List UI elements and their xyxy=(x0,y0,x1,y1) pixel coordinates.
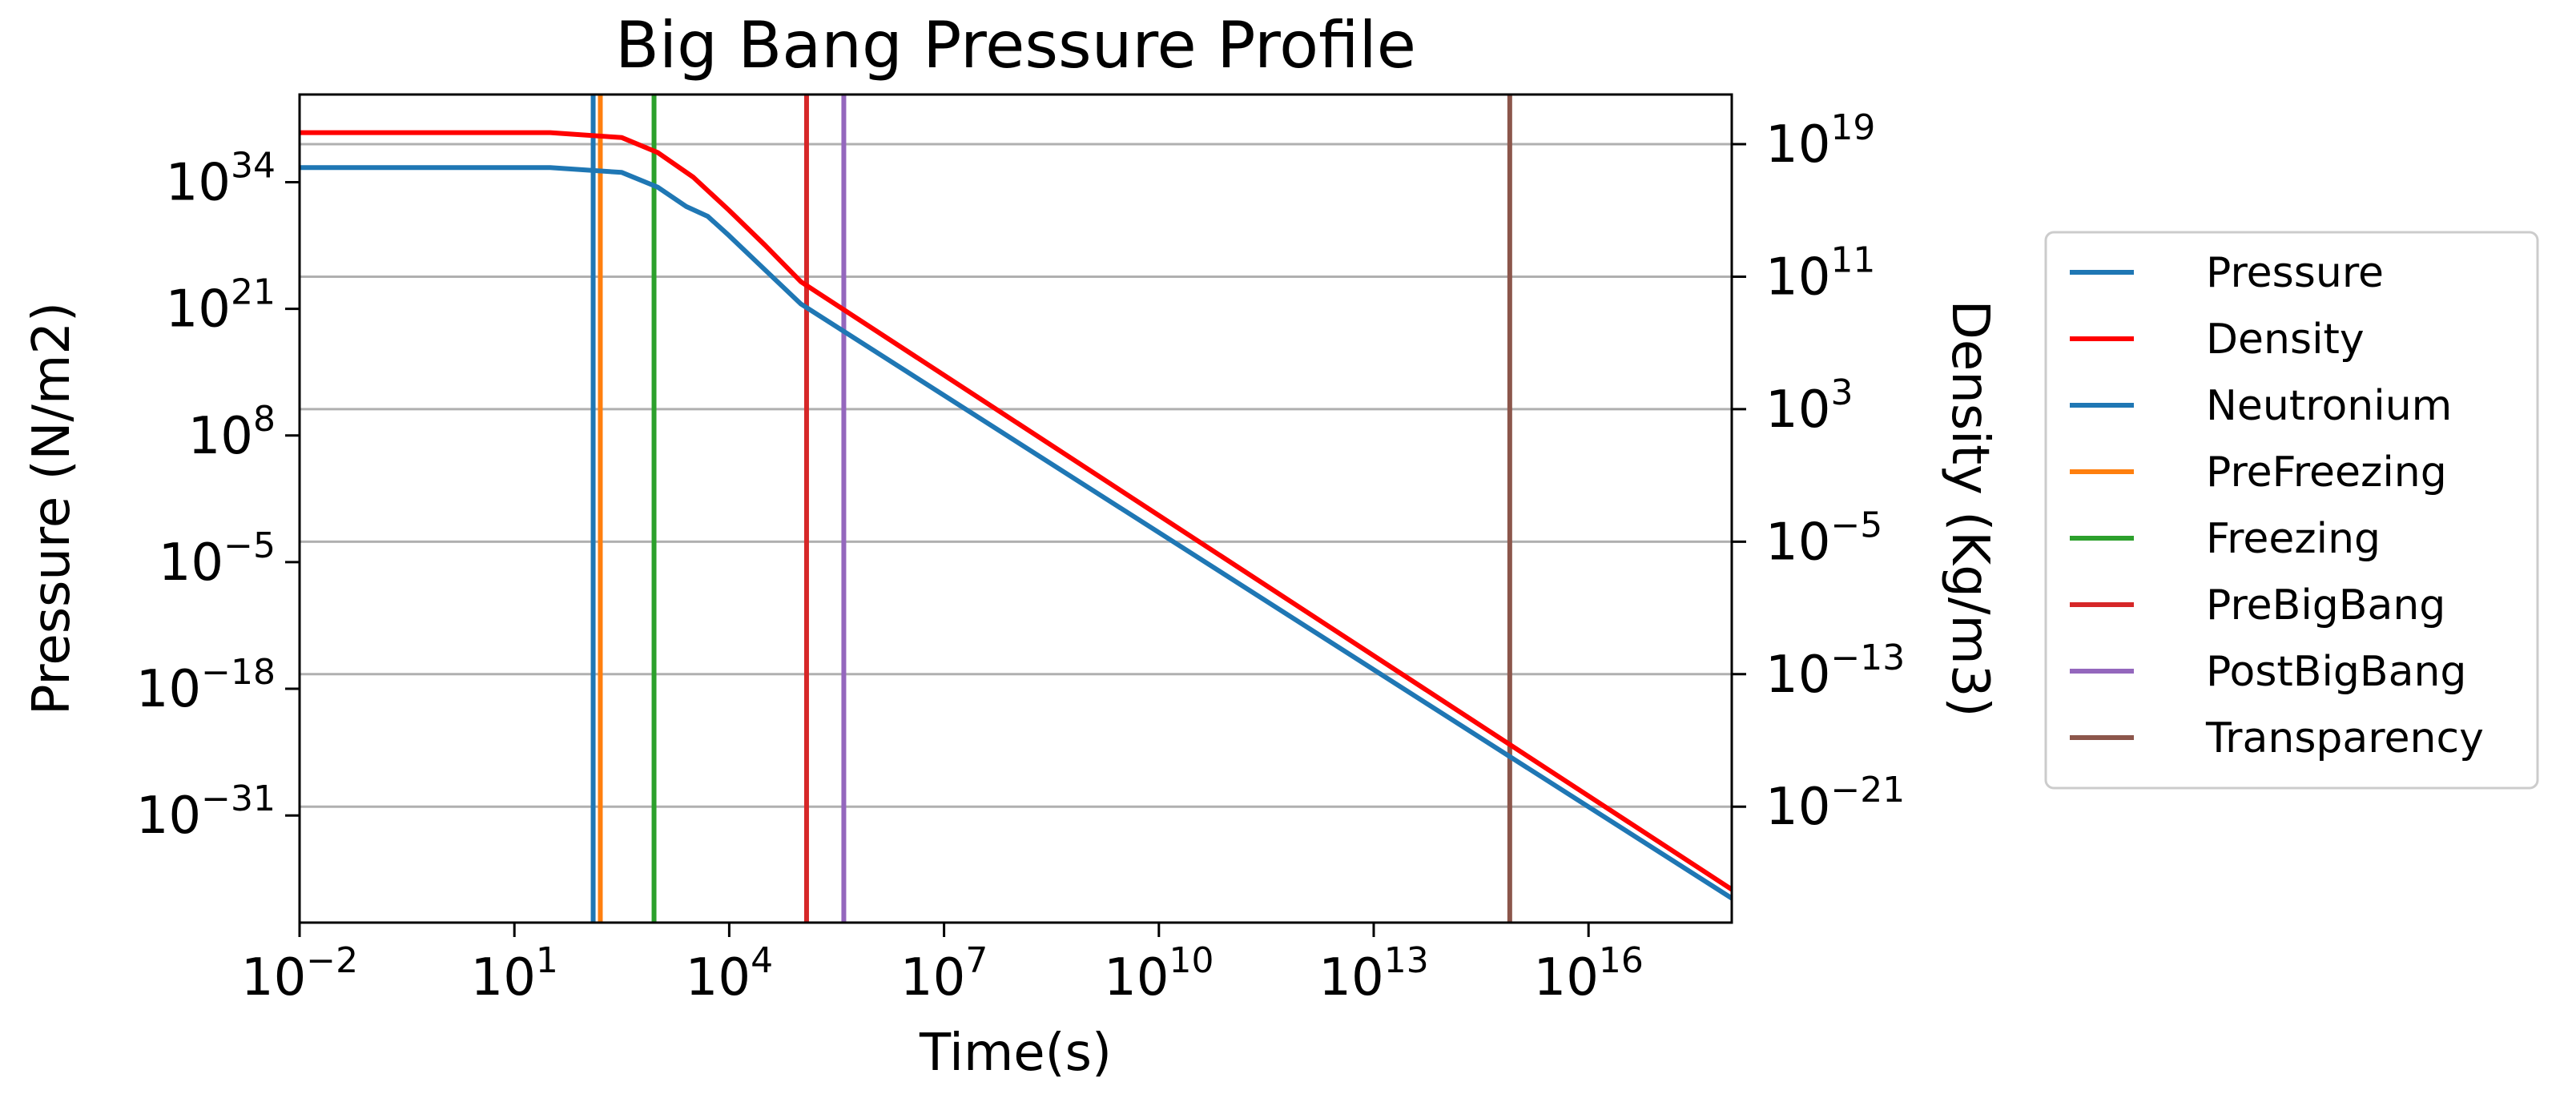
x-tick-label: 1013 xyxy=(1318,940,1428,1008)
y-tick-label: 10−5 xyxy=(159,525,276,593)
y-tick-label: 10−18 xyxy=(136,652,276,719)
y2-tick-label: 1011 xyxy=(1765,239,1875,307)
series-pressure xyxy=(300,165,1733,901)
y2-tick-label: 10−21 xyxy=(1765,770,1905,837)
x-tick-label: 10−2 xyxy=(241,940,358,1008)
series-lines xyxy=(300,130,1733,901)
y2-tick-label: 1019 xyxy=(1765,107,1875,175)
legend-label: Density xyxy=(2206,316,2365,364)
legend-label: PostBigBang xyxy=(2206,648,2466,696)
y2-tick-label: 103 xyxy=(1765,372,1853,440)
plot-frame xyxy=(298,93,1733,924)
y-tick-label: 1034 xyxy=(166,145,276,212)
legend-label: Pressure xyxy=(2206,249,2384,297)
y-axis-ticks: 1034 1021 108 10−5 10−18 10−31 xyxy=(136,145,300,846)
y-tick-label: 1021 xyxy=(166,272,276,340)
x-tick-label: 101 xyxy=(470,940,557,1008)
legend-label: PreBigBang xyxy=(2206,581,2445,629)
y2-tick-label: 10−5 xyxy=(1765,505,1882,572)
x-tick-label: 1010 xyxy=(1104,940,1214,1008)
legend-label: PreFreezing xyxy=(2206,448,2447,497)
y-tick-label: 10−31 xyxy=(136,778,276,846)
legend-label: Freezing xyxy=(2206,515,2381,563)
series-density xyxy=(300,130,1733,892)
y-axis-title: Pressure (N/m2) xyxy=(22,302,82,715)
x-tick-label: 104 xyxy=(686,940,773,1008)
y2-axis-ticks: 1019 1011 103 10−5 10−13 10−21 xyxy=(1732,107,1905,837)
event-lines xyxy=(590,95,1512,923)
y2-tick-label: 10−13 xyxy=(1765,637,1905,705)
chart-title: Big Bang Pressure Profile xyxy=(615,8,1416,82)
x-axis-title: Time(s) xyxy=(919,1024,1112,1083)
x-axis-ticks: 10−2 101 104 107 1010 1013 1016 xyxy=(241,923,1644,1008)
x-tick-label: 107 xyxy=(900,940,988,1008)
grid xyxy=(300,143,1732,808)
x-tick-label: 1016 xyxy=(1533,940,1643,1008)
legend-box xyxy=(2044,231,2539,790)
y-tick-label: 108 xyxy=(188,399,276,466)
legend-label: Neutronium xyxy=(2206,382,2452,430)
legend-label: Transparency xyxy=(2205,714,2484,762)
legend: Pressure Density Neutronium PreFreezing Free… xyxy=(2044,231,2539,790)
y2-axis-title: Density (Kg/m3) xyxy=(1940,300,1999,718)
